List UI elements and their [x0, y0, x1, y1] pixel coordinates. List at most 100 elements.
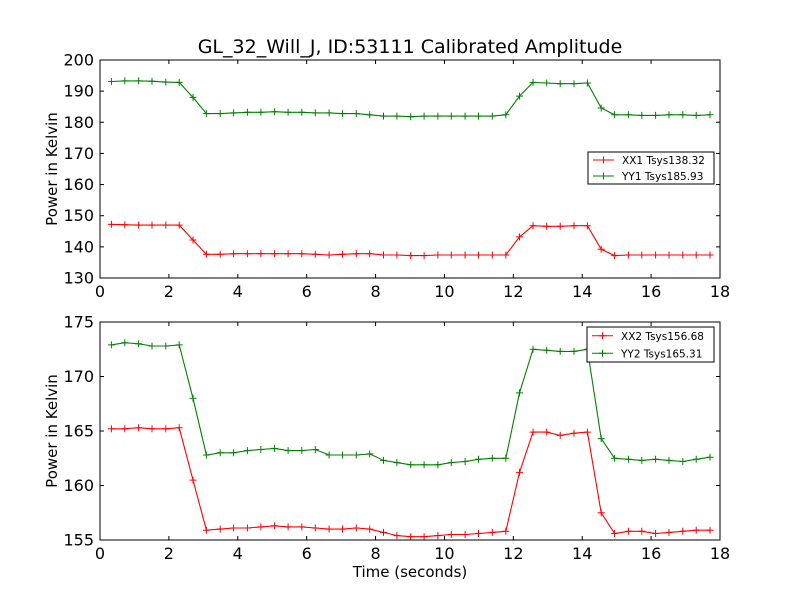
data-point [325, 251, 333, 259]
data-point [679, 251, 687, 259]
data-point [706, 111, 714, 119]
legend-marker [599, 349, 606, 357]
data-point [121, 77, 129, 85]
data-point [175, 78, 183, 86]
data-point [502, 251, 510, 259]
data-point [271, 108, 279, 116]
data-point [706, 251, 714, 259]
data-point [652, 530, 660, 537]
data-point [107, 220, 115, 228]
legend: XX2 Tsys156.68 YY2 Tsys165.31 [586, 326, 715, 363]
series-2-2 [107, 339, 714, 469]
data-point [611, 252, 619, 260]
x-tick-label: 12 [503, 544, 523, 563]
legend-marker [600, 172, 607, 180]
data-point [121, 221, 129, 229]
data-point [202, 451, 210, 459]
data-point [516, 389, 523, 397]
data-point [407, 533, 415, 541]
x-tick-label: 18 [710, 282, 730, 301]
data-point [121, 339, 129, 347]
data-point [284, 108, 292, 116]
data-point [420, 252, 428, 260]
x-tick-label: 6 [302, 544, 312, 563]
data-point [393, 532, 401, 540]
data-point [162, 221, 170, 229]
data-point [420, 461, 428, 469]
legend: XX1 Tsys138.32 YY1 Tsys185.93 [587, 151, 715, 185]
bottom-panel: 0 2 4 6 8 10 12 14 16 18 155 160 165 170 175 Power in K… [43, 313, 730, 564]
data-point [148, 221, 156, 229]
data-point [407, 113, 415, 121]
data-point [652, 251, 660, 259]
data-point [570, 429, 578, 437]
data-point [298, 108, 306, 116]
x-tick-label: 2 [164, 282, 174, 301]
data-point [692, 455, 700, 463]
data-point [189, 394, 197, 402]
data-point [488, 528, 496, 536]
data-point [216, 525, 224, 533]
data-point [298, 250, 306, 258]
data-point [148, 77, 156, 85]
data-point [107, 425, 115, 433]
data-point [597, 509, 605, 517]
data-point [135, 77, 143, 85]
data-point [271, 250, 279, 258]
data-point [366, 111, 374, 119]
data-point [257, 108, 265, 116]
data-point [665, 528, 673, 536]
x-tick-label: 4 [233, 282, 243, 301]
data-point [420, 112, 428, 120]
x-tick-label: 2 [164, 544, 174, 563]
data-point [107, 341, 115, 349]
data-point [311, 250, 319, 258]
y-tick-label: 160 [63, 175, 94, 194]
x-tick-label: 10 [434, 544, 454, 563]
data-point [325, 109, 333, 117]
data-point [393, 459, 401, 467]
y-tick-label: 175 [63, 313, 94, 332]
data-point [556, 80, 564, 88]
data-point [516, 468, 523, 476]
data-point [216, 250, 224, 258]
data-point [475, 455, 482, 463]
data-point [447, 112, 455, 120]
data-point [243, 108, 251, 116]
data-point [638, 456, 646, 464]
data-point [434, 461, 442, 469]
figure-title: GL_32_Will_J, ID:53111 Calibrated Amplit… [198, 36, 623, 58]
series-1-2 [107, 77, 714, 121]
data-point [380, 251, 387, 259]
data-point [475, 112, 482, 120]
x-tick-label: 0 [95, 282, 105, 301]
data-point [175, 341, 183, 349]
data-point [230, 449, 238, 457]
data-point [570, 347, 578, 355]
data-point [597, 435, 605, 443]
data-point [679, 527, 687, 535]
y-tick-label: 150 [63, 206, 94, 225]
data-point [202, 110, 210, 118]
data-point [516, 233, 523, 241]
data-point [284, 447, 292, 455]
y-tick-label: 180 [63, 113, 94, 132]
data-point [638, 527, 646, 535]
data-point [502, 527, 510, 535]
data-point [352, 524, 360, 532]
data-point [516, 92, 523, 100]
data-point [189, 476, 197, 484]
data-point [175, 221, 183, 229]
data-point [624, 527, 632, 535]
data-point [230, 109, 238, 117]
data-point [162, 425, 170, 433]
data-point [624, 251, 632, 259]
data-point [529, 428, 537, 436]
data-point [352, 250, 360, 258]
data-point [162, 78, 170, 86]
data-point [556, 347, 564, 355]
data-point [298, 523, 306, 531]
data-point [148, 342, 156, 350]
